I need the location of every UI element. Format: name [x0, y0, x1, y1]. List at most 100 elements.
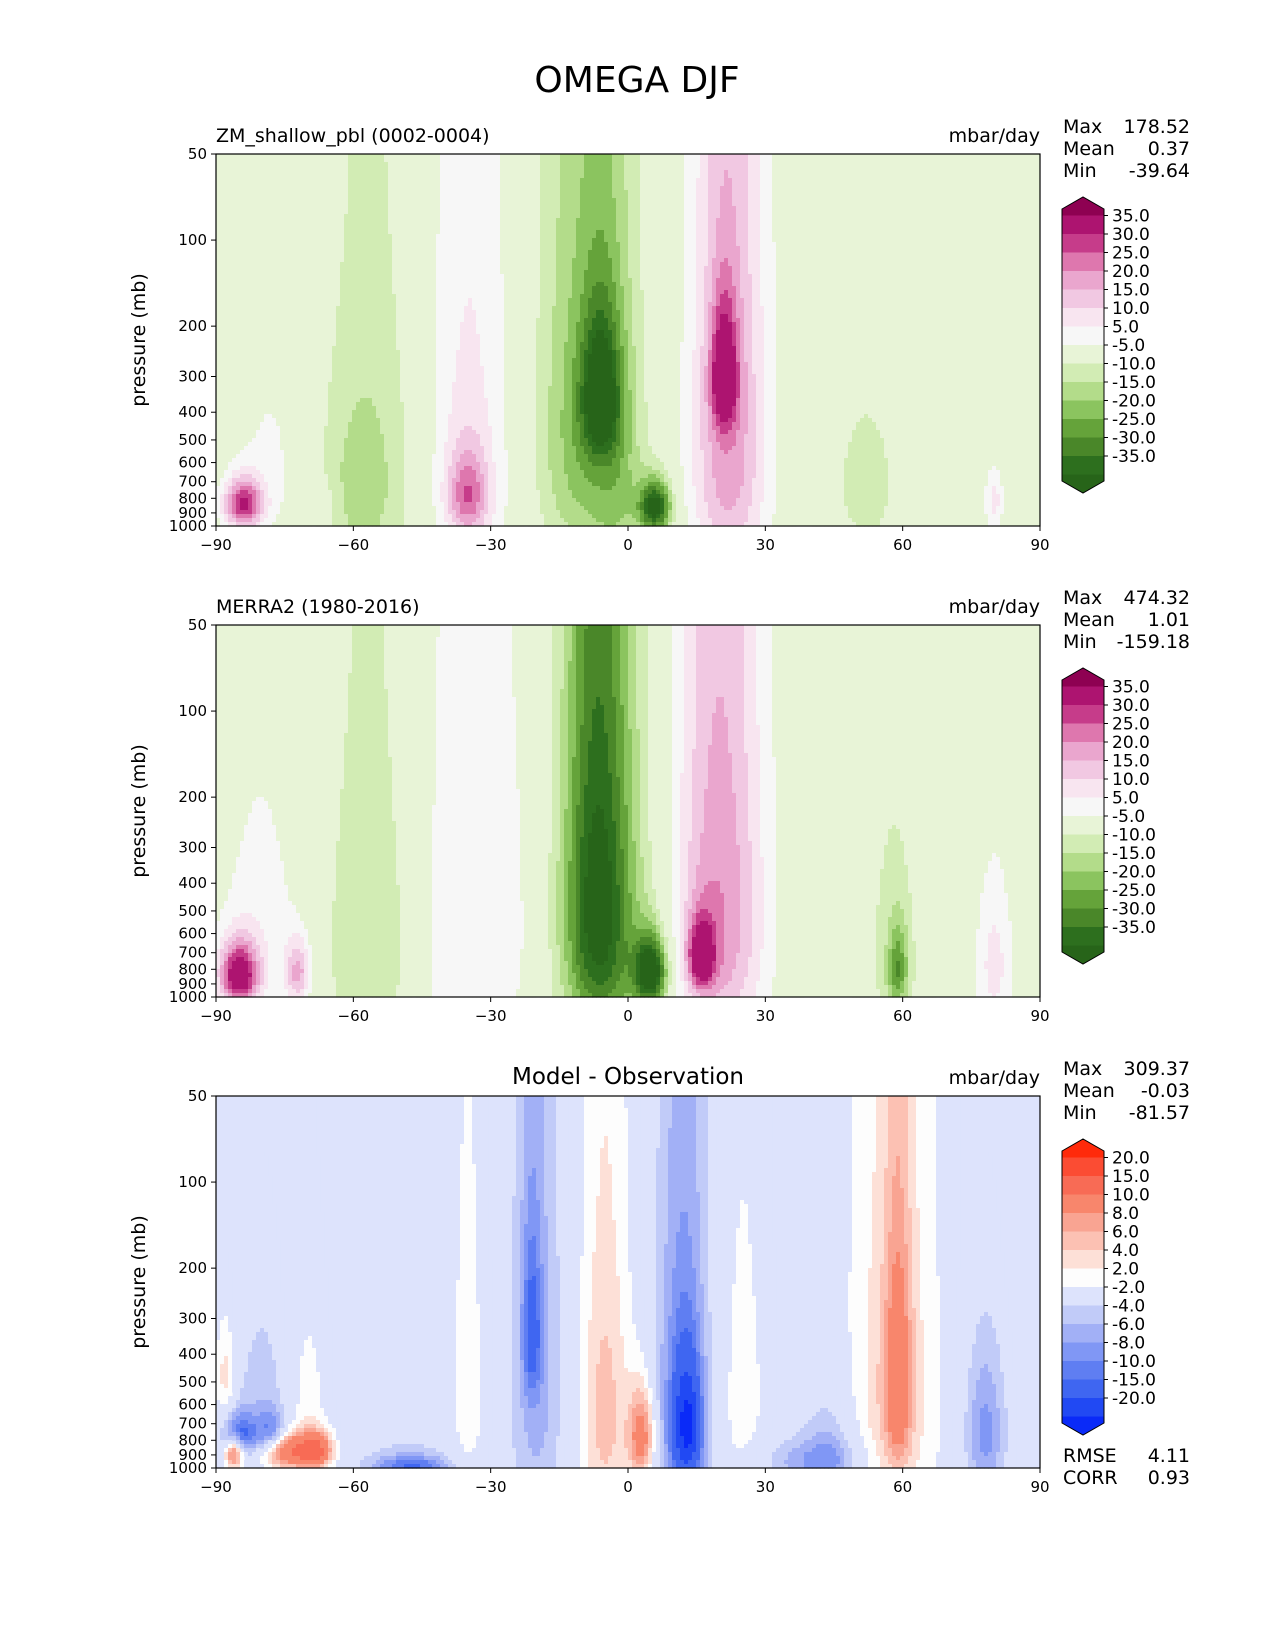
field-cell [252, 306, 257, 311]
field-cell [244, 274, 249, 279]
field-cell [252, 190, 257, 195]
field-cell [240, 390, 245, 395]
field-cell [216, 466, 221, 471]
field-cell [228, 434, 233, 439]
field-cell [248, 218, 253, 223]
field-cell [232, 202, 237, 207]
field-cell [232, 170, 237, 175]
field-cell [244, 302, 249, 307]
field-cell [220, 338, 225, 343]
field-cell [220, 366, 225, 371]
field-cell [248, 222, 253, 227]
field-cell [240, 466, 245, 471]
field-cell [252, 294, 257, 299]
field-cell [248, 462, 253, 467]
field-cell [220, 430, 225, 435]
field-cell [244, 214, 249, 219]
field-cell [244, 510, 249, 515]
field-cell [252, 398, 257, 403]
field-cell [228, 374, 233, 379]
field-cell [240, 318, 245, 323]
field-cell [240, 242, 245, 247]
field-cell [244, 286, 249, 291]
field-cell [256, 490, 261, 495]
field-cell [236, 482, 241, 487]
field-cell [252, 466, 257, 471]
field-cell [228, 282, 233, 287]
field-cell [244, 458, 249, 463]
field-cell [216, 414, 221, 419]
field-cell [248, 486, 253, 491]
field-cell [244, 482, 249, 487]
field-cell [236, 438, 241, 443]
field-cell [224, 250, 229, 255]
field-cell [228, 506, 233, 511]
field-cell [252, 418, 257, 423]
field-cell [220, 342, 225, 347]
field-cell [236, 466, 241, 471]
field-cell [240, 294, 245, 299]
field-cell [216, 382, 221, 387]
field-cell [232, 374, 237, 379]
field-cell [256, 486, 261, 491]
field-cell [236, 434, 241, 439]
field-cell [248, 518, 253, 523]
field-cell [232, 314, 237, 319]
field-cell [252, 390, 257, 395]
field-cell [228, 242, 233, 247]
field-cell [260, 178, 265, 183]
field-cell [236, 422, 241, 427]
field-cell [236, 242, 241, 247]
figure: OMEGA DJF 501002003004005006007008009001… [0, 0, 1275, 1650]
field-cell [236, 290, 241, 295]
field-cell [228, 366, 233, 371]
field-cell [240, 178, 245, 183]
field-cell [240, 274, 245, 279]
field-cell [240, 250, 245, 255]
field-cell [248, 158, 253, 163]
field-cell [216, 442, 221, 447]
field-cell [232, 462, 237, 467]
field-cell [224, 370, 229, 375]
field-cell [220, 422, 225, 427]
field-cell [252, 258, 257, 263]
field-cell [248, 418, 253, 423]
field-cell [256, 210, 261, 215]
field-cell [232, 266, 237, 271]
field-cell [252, 298, 257, 303]
field-cell [252, 262, 257, 267]
field-cell [256, 418, 261, 423]
field-cell [244, 486, 249, 491]
field-cell [228, 258, 233, 263]
field-cell [216, 334, 221, 339]
field-cell [216, 362, 221, 367]
contour-field [216, 154, 1013, 527]
field-cell [236, 366, 241, 371]
field-cell [244, 218, 249, 223]
field-cell [232, 318, 237, 323]
field-cell [228, 210, 233, 215]
field-cell [252, 214, 257, 219]
field-cell [252, 290, 257, 295]
field-cell [248, 210, 253, 215]
field-cell [252, 478, 257, 483]
field-cell [244, 314, 249, 319]
field-cell [248, 206, 253, 211]
field-cell [240, 366, 245, 371]
field-cell [256, 250, 261, 255]
field-cell [228, 346, 233, 351]
field-cell [232, 494, 237, 499]
field-cell [224, 466, 229, 471]
field-cell [240, 214, 245, 219]
figure-title: OMEGA DJF [534, 60, 739, 101]
field-cell [232, 394, 237, 399]
field-cell [236, 446, 241, 451]
field-cell [260, 198, 265, 203]
field-cell [252, 274, 257, 279]
field-cell [228, 478, 233, 483]
field-cell [248, 294, 253, 299]
field-cell [252, 242, 257, 247]
field-cell [224, 258, 229, 263]
field-cell [236, 182, 241, 187]
field-cell [228, 422, 233, 427]
